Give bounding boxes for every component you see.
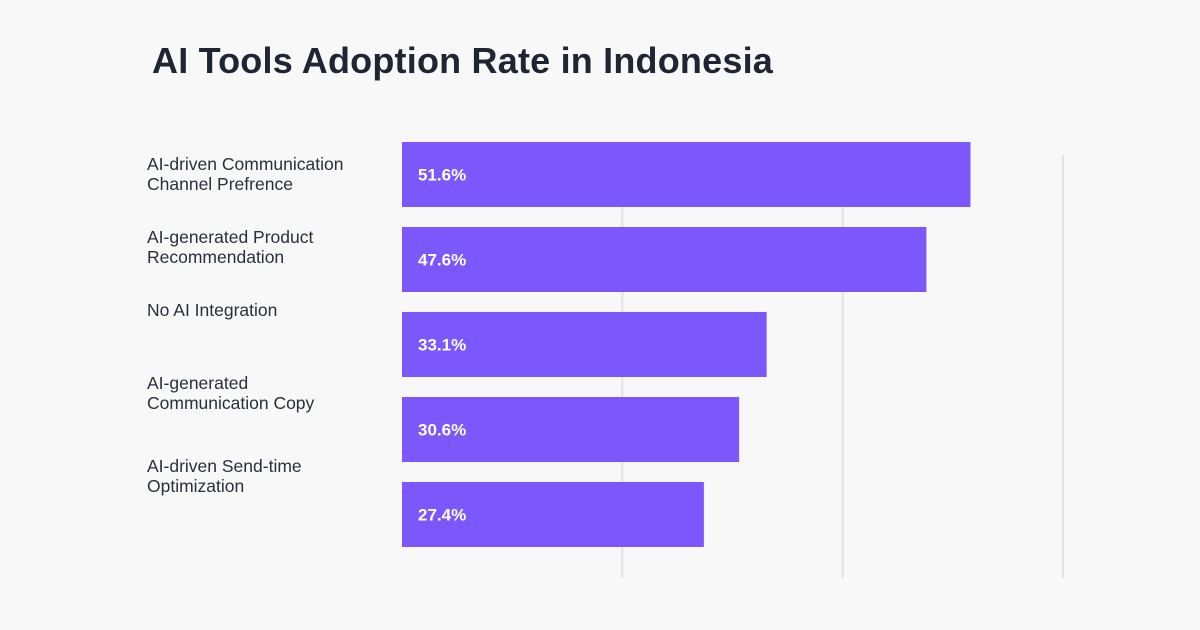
bar — [402, 397, 740, 462]
chart-title: AI Tools Adoption Rate in Indonesia — [152, 40, 773, 81]
bar — [402, 227, 927, 292]
category-label: AI-driven Communication Channel Prefrenc… — [147, 154, 344, 194]
category-label: AI-driven Send-time Optimization — [147, 456, 302, 496]
bar — [402, 142, 971, 207]
data-label: 27.4% — [418, 506, 466, 525]
data-label: 33.1% — [418, 336, 466, 355]
category-label: AI-generated Communication Copy — [147, 373, 315, 413]
bar — [402, 312, 767, 377]
data-label: 47.6% — [418, 251, 466, 270]
category-label: AI-generated Product Recommendation — [147, 227, 314, 267]
data-label: 30.6% — [418, 421, 466, 440]
category-label: No AI Integration — [147, 300, 278, 320]
bar — [402, 482, 704, 547]
data-label: 51.6% — [418, 166, 466, 185]
